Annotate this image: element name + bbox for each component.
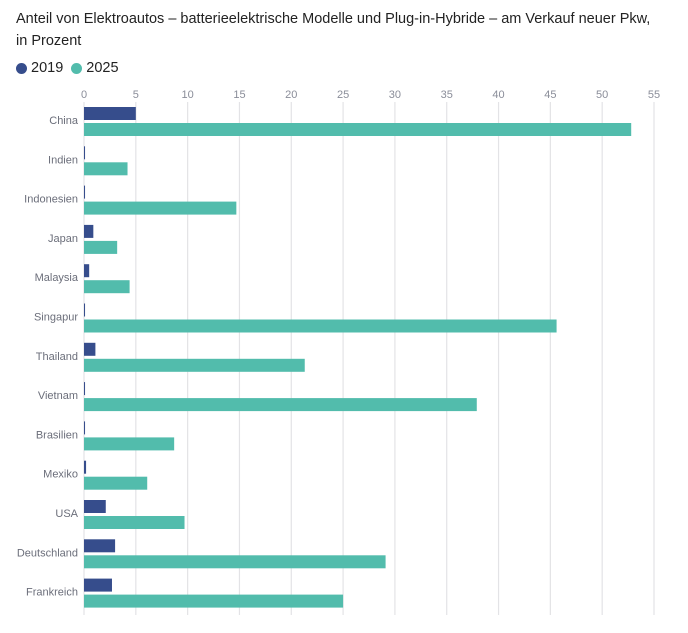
category-label: Mexiko [43, 469, 78, 481]
legend-label: 2025 [86, 60, 119, 76]
category-label: Frankreich [26, 587, 78, 599]
bar-2025 [84, 201, 237, 215]
legend-item-2019[interactable]: 2019 [16, 60, 63, 76]
x-tick-label: 30 [389, 89, 401, 101]
bar-2019 [84, 303, 86, 317]
legend-label: 2019 [31, 60, 64, 76]
x-tick-label: 5 [133, 89, 139, 101]
category-label: Malaysia [35, 272, 79, 284]
category-label: Brasilien [36, 429, 78, 441]
bar-2025 [84, 280, 130, 294]
bar-2019 [84, 421, 86, 435]
bar-2019 [84, 224, 94, 238]
category-label: Indonesien [24, 194, 78, 206]
title-line: Anteil von Elektroautos – batterieelektr… [16, 11, 651, 27]
x-tick-label: 15 [233, 89, 245, 101]
bar-2025 [84, 555, 386, 569]
x-tick-label: 55 [648, 89, 660, 101]
category-label: Deutschland [17, 547, 78, 559]
chart-title: Anteil von Elektroautos – batterieelektr… [16, 8, 676, 52]
bar-2019 [84, 460, 87, 474]
bar-2019 [84, 500, 106, 513]
bar-2025 [84, 123, 632, 136]
bar-2019 [84, 264, 90, 278]
bar-2025 [84, 476, 148, 490]
x-tick-label: 25 [337, 89, 349, 101]
bar-2019 [84, 382, 86, 396]
subtitle: in Prozent [16, 33, 82, 49]
x-tick-label: 20 [285, 89, 297, 101]
bar-2019 [84, 342, 96, 356]
x-tick-label: 50 [596, 89, 608, 101]
bar-2019 [84, 539, 116, 553]
category-label: Indien [48, 154, 78, 166]
category-label: China [49, 115, 79, 127]
category-label: Vietnam [38, 390, 78, 402]
bar-2025 [84, 594, 344, 608]
x-tick-label: 40 [492, 89, 504, 101]
legend-item-2025[interactable]: 2025 [71, 60, 119, 76]
legend-dot-icon [71, 62, 83, 74]
bar-2019 [84, 146, 86, 160]
bar-2025 [84, 162, 128, 176]
bar-2019 [84, 107, 136, 120]
bar-2025 [84, 398, 477, 412]
x-tick-label: 0 [81, 89, 87, 101]
bar-2025 [84, 437, 175, 451]
x-tick-label: 10 [182, 89, 194, 101]
bar-2025 [84, 516, 185, 529]
category-label: Japan [48, 233, 78, 245]
bar-2025 [84, 358, 305, 372]
legend-dot-icon [16, 62, 27, 74]
bar-2019 [84, 185, 86, 199]
bar-2025 [84, 240, 118, 254]
bar-2019 [84, 578, 112, 592]
category-label: USA [55, 508, 78, 520]
legend: 2019 2025 [16, 60, 119, 76]
x-tick-label: 35 [441, 89, 453, 101]
category-label: Singapur [34, 312, 78, 324]
x-tick-label: 45 [544, 89, 556, 101]
bar-2025 [84, 319, 557, 333]
category-label: Thailand [36, 351, 78, 363]
